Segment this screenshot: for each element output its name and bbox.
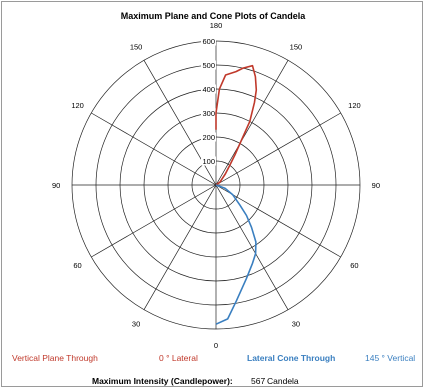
max-intensity-unit: Candela [267, 376, 299, 386]
legend-lateral-series: Lateral Cone Through [247, 353, 336, 363]
angle-label: 150 [130, 43, 143, 52]
radial-tick-label: 300 [202, 109, 215, 118]
angle-label: 90 [372, 181, 380, 190]
legend-vertical-value: 0 ° Lateral [159, 353, 198, 363]
radial-tick-bg [201, 132, 216, 142]
radial-tick-labels: 100 200 300 400 500 600 [201, 36, 216, 166]
radial-tick-label: 100 [202, 157, 215, 166]
angle-label: 60 [350, 261, 358, 270]
radial-tick-bg [201, 108, 216, 118]
angle-label: 120 [71, 101, 84, 110]
radial-tick-bg [201, 60, 216, 70]
series-line [215, 184, 257, 325]
series-lines [215, 64, 258, 325]
angle-label: 120 [348, 101, 361, 110]
max-intensity-value: 567 [251, 376, 266, 386]
angle-label: 60 [73, 261, 81, 270]
radial-tick-label: 400 [202, 85, 215, 94]
radial-tick-label: 600 [202, 37, 215, 46]
angle-label: 150 [290, 43, 303, 52]
angle-label: 0 [214, 341, 218, 350]
series-line [215, 64, 258, 186]
angle-label: 180 [210, 21, 223, 30]
radial-tick-label: 500 [202, 61, 215, 70]
radial-tick-label: 200 [202, 133, 215, 142]
chart-title: Maximum Plane and Cone Plots of Candela [121, 11, 307, 21]
legend-lateral-value: 145 ° Vertical [365, 353, 416, 363]
radial-tick-bg [201, 36, 216, 46]
radial-tick-bg [201, 156, 216, 166]
angle-label: 30 [132, 319, 140, 328]
angle-label: 30 [292, 319, 300, 328]
radial-tick-bg [201, 84, 216, 94]
legend-vertical-series: Vertical Plane Through [12, 353, 98, 363]
angle-label: 90 [52, 181, 60, 190]
max-intensity-label: Maximum Intensity (Candlepower): [92, 376, 233, 386]
